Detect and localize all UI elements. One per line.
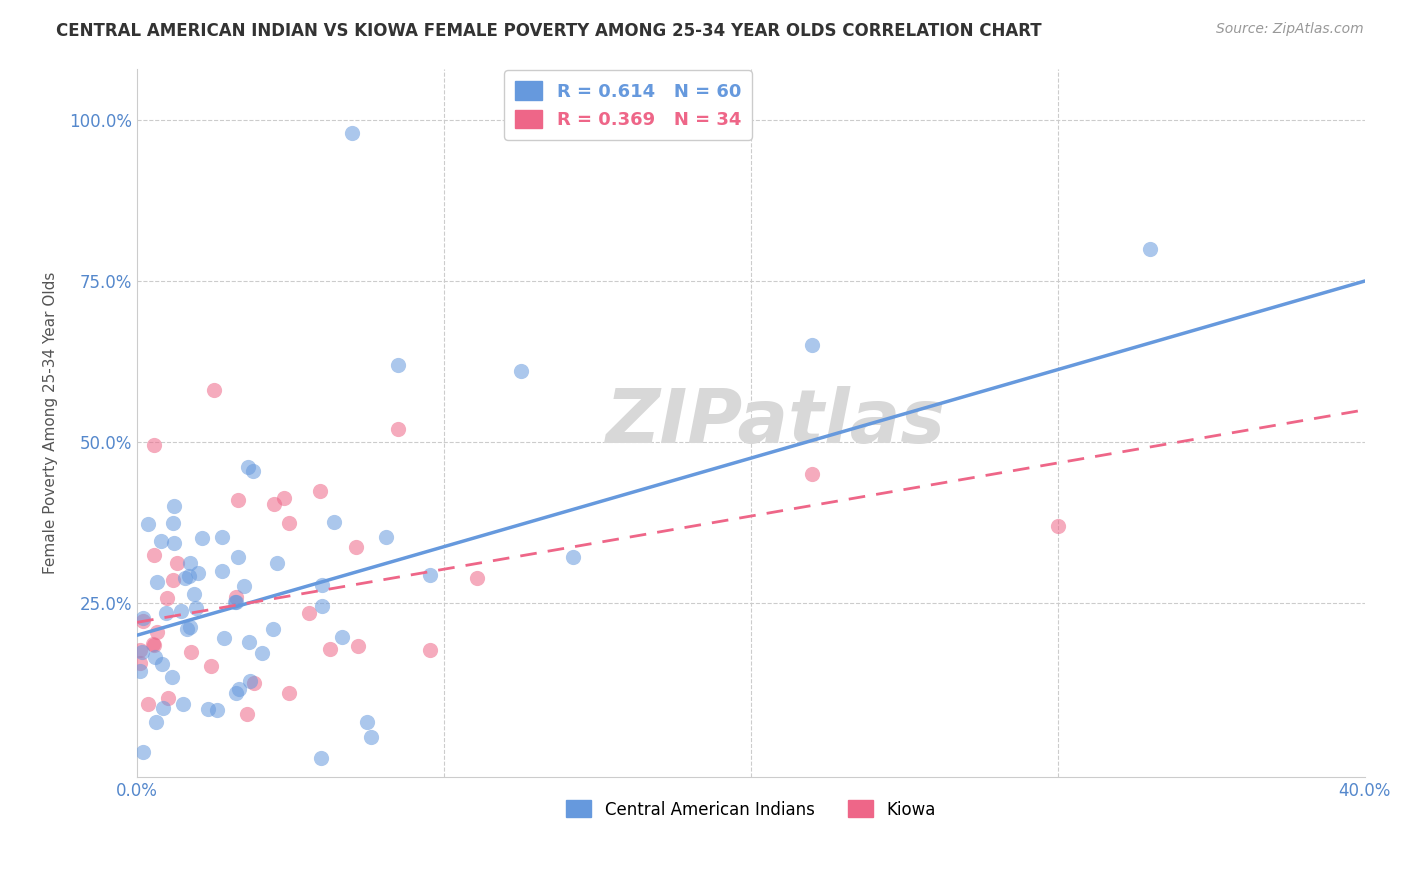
Point xyxy=(155,591,177,605)
Point xyxy=(211,530,233,544)
Point xyxy=(319,642,342,657)
Point xyxy=(179,556,201,570)
Point xyxy=(236,707,259,722)
Point xyxy=(298,607,321,621)
Point xyxy=(242,464,264,478)
Point xyxy=(262,622,284,636)
Point xyxy=(146,624,169,639)
Point xyxy=(309,750,332,764)
Point xyxy=(211,564,233,578)
Point xyxy=(801,338,824,352)
Point xyxy=(224,595,246,609)
Point xyxy=(344,541,367,555)
Point xyxy=(202,384,225,398)
Point xyxy=(360,731,382,745)
Point xyxy=(156,691,179,706)
Point xyxy=(250,646,273,660)
Point xyxy=(172,697,194,711)
Point xyxy=(332,630,354,644)
Point xyxy=(136,516,159,531)
Point xyxy=(162,574,184,588)
Point xyxy=(236,460,259,475)
Point xyxy=(163,499,186,513)
Point xyxy=(226,492,249,507)
Point xyxy=(170,604,193,618)
Point xyxy=(150,657,173,671)
Point xyxy=(340,126,363,140)
Point xyxy=(225,590,247,604)
Point xyxy=(1139,242,1161,256)
Y-axis label: Female Poverty Among 25-34 Year Olds: Female Poverty Among 25-34 Year Olds xyxy=(44,271,58,574)
Point xyxy=(562,549,585,564)
Point xyxy=(308,484,330,499)
Point xyxy=(143,649,166,664)
Point xyxy=(197,701,219,715)
Point xyxy=(228,682,250,697)
Legend: Central American Indians, Kiowa: Central American Indians, Kiowa xyxy=(560,794,942,825)
Point xyxy=(186,601,208,615)
Point xyxy=(145,714,167,729)
Point xyxy=(174,571,197,585)
Point xyxy=(163,536,186,550)
Point xyxy=(278,686,301,700)
Point xyxy=(129,656,152,670)
Point xyxy=(183,587,205,601)
Point xyxy=(143,437,166,451)
Point xyxy=(214,631,236,645)
Point xyxy=(162,516,184,531)
Point xyxy=(143,549,166,563)
Point xyxy=(131,645,153,659)
Point xyxy=(419,642,441,657)
Point xyxy=(375,530,398,544)
Point xyxy=(278,516,301,530)
Point xyxy=(243,675,266,690)
Point xyxy=(323,515,346,529)
Point xyxy=(238,634,260,648)
Point xyxy=(160,670,183,684)
Point xyxy=(387,358,409,372)
Point xyxy=(266,556,288,570)
Point xyxy=(150,534,173,549)
Text: CENTRAL AMERICAN INDIAN VS KIOWA FEMALE POVERTY AMONG 25-34 YEAR OLDS CORRELATIO: CENTRAL AMERICAN INDIAN VS KIOWA FEMALE … xyxy=(56,22,1042,40)
Point xyxy=(419,568,441,582)
Point xyxy=(146,574,169,589)
Point xyxy=(225,595,247,609)
Point xyxy=(509,364,531,378)
Point xyxy=(132,745,155,759)
Point xyxy=(347,639,370,653)
Point xyxy=(191,531,214,545)
Point xyxy=(263,497,285,511)
Text: Source: ZipAtlas.com: Source: ZipAtlas.com xyxy=(1216,22,1364,37)
Point xyxy=(177,568,200,582)
Point xyxy=(311,578,333,592)
Point xyxy=(465,572,488,586)
Point xyxy=(129,664,152,678)
Point xyxy=(142,638,165,652)
Point xyxy=(132,614,155,628)
Point xyxy=(187,566,209,581)
Point xyxy=(273,491,295,506)
Point xyxy=(180,646,202,660)
Point xyxy=(132,611,155,625)
Point xyxy=(387,422,409,436)
Point xyxy=(142,637,165,651)
Point xyxy=(356,715,378,730)
Point xyxy=(200,659,222,673)
Point xyxy=(129,643,152,657)
Point xyxy=(232,579,254,593)
Point xyxy=(801,467,824,482)
Point xyxy=(311,599,333,614)
Point xyxy=(239,673,262,688)
Point xyxy=(179,620,201,634)
Point xyxy=(226,549,249,564)
Point xyxy=(138,697,160,711)
Text: ZIPatlas: ZIPatlas xyxy=(606,386,945,459)
Point xyxy=(225,686,247,700)
Point xyxy=(176,622,198,636)
Point xyxy=(166,556,188,570)
Point xyxy=(155,606,177,620)
Point xyxy=(152,700,174,714)
Point xyxy=(1046,518,1069,533)
Point xyxy=(207,703,229,717)
